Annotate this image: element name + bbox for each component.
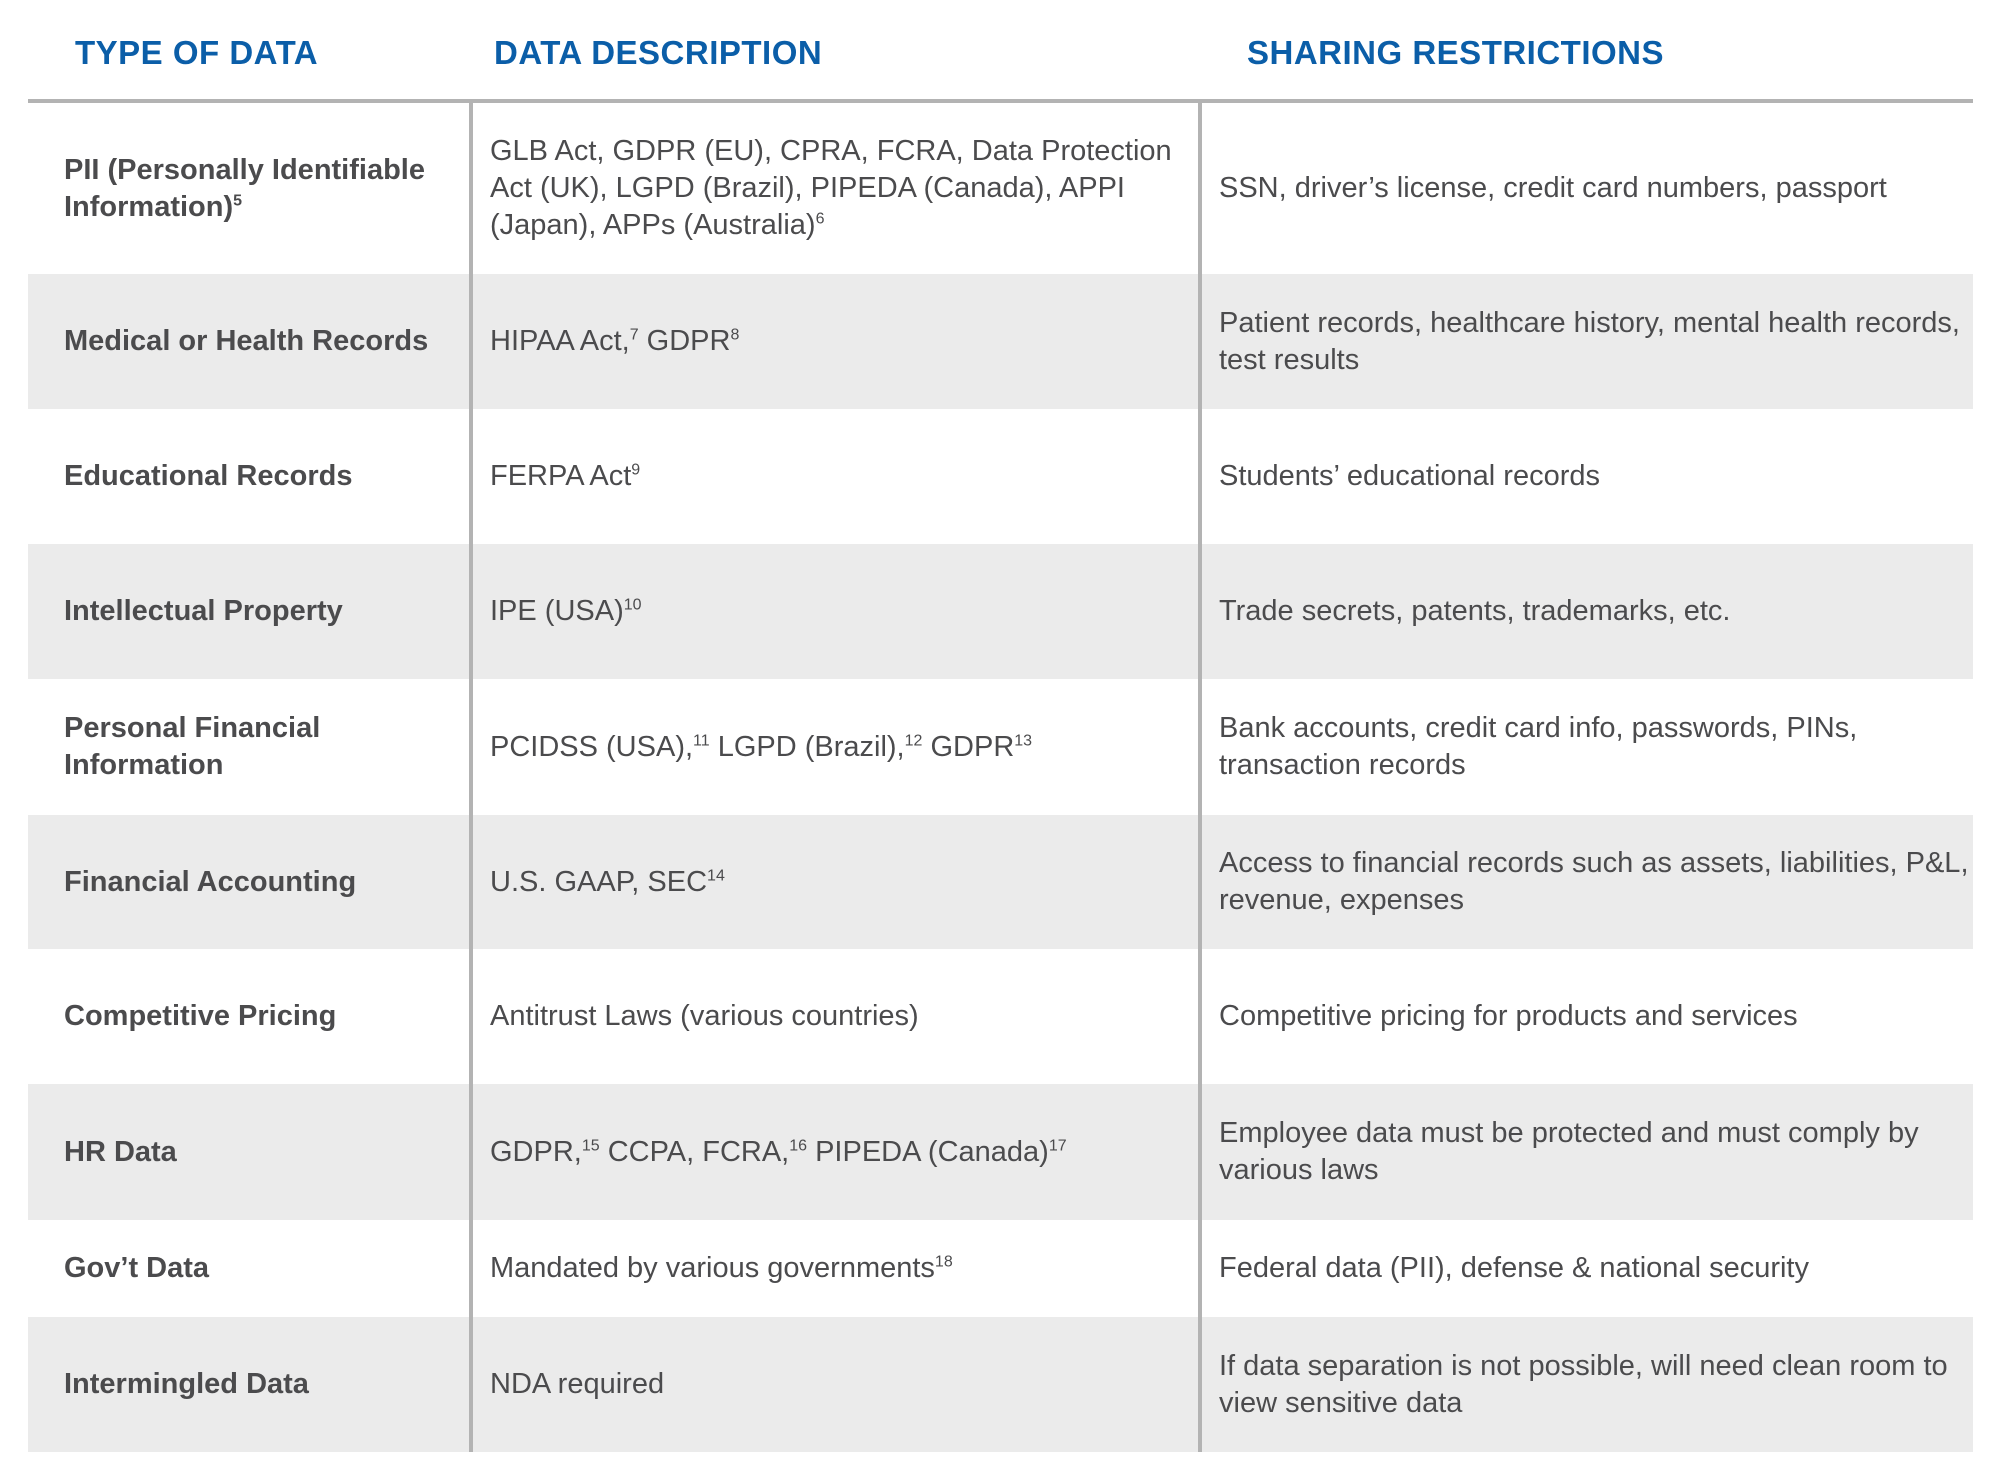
column-divider (1198, 103, 1202, 1452)
footnote-ref: 7 (629, 326, 639, 344)
cell-text: Bank accounts, credit card info, passwor… (1219, 712, 1858, 781)
restrictions-cell: If data separation is not possible, will… (1219, 1317, 1969, 1452)
cell-text: Competitive pricing for products and ser… (1219, 1000, 1798, 1032)
description-cell: GLB Act, GDPR (EU), CPRA, FCRA, Data Pro… (490, 103, 1210, 274)
header-sharing-restrictions: SHARING RESTRICTIONS (1247, 34, 1665, 71)
restrictions-cell: Patient records, healthcare history, men… (1219, 274, 1969, 409)
cell-text: LGPD (Brazil), (709, 730, 905, 763)
cell-text: GDPR (638, 325, 731, 357)
type-of-data-cell: Medical or Health Records (64, 274, 464, 409)
cell-text: PIPEDA (Canada) (807, 1135, 1049, 1168)
cell-text: FERPA Act (490, 460, 632, 492)
cell-text: Personal Financial Information (64, 712, 321, 781)
description-cell: IPE (USA)10 (490, 544, 1210, 679)
cell-text: Competitive Pricing (64, 1000, 337, 1032)
cell-text: Gov’t Data (64, 1252, 210, 1284)
cell-text: CCPA, FCRA, (599, 1135, 790, 1168)
description-cell: NDA required (490, 1317, 1210, 1452)
table-row: Competitive Pricing Antitrust Laws (vario… (28, 949, 1973, 1084)
type-of-data-cell: Competitive Pricing (64, 949, 464, 1084)
cell-text: Patient records, healthcare history, men… (1219, 306, 1960, 376)
table-row: Educational Records FERPA Act9 Students’ e… (28, 409, 1973, 544)
cell-text: Intellectual Property (64, 595, 343, 627)
restrictions-cell: Trade secrets, patents, trademarks, etc. (1219, 544, 1969, 679)
description-cell: HIPAA Act,7 GDPR8 (490, 274, 1210, 409)
table-row: Medical or Health Records HIPAA Act,7 GDP… (28, 274, 1973, 409)
footnote-ref: 9 (631, 461, 641, 479)
cell-text: GDPR, (490, 1135, 582, 1168)
table-row: Gov’t Data Mandated by various government… (28, 1220, 1973, 1317)
footnote-ref: 5 (233, 191, 243, 209)
type-of-data-cell: Gov’t Data (64, 1220, 464, 1317)
header-rule (28, 99, 1973, 103)
cell-text: PII (Personally Identifiable Information… (64, 153, 425, 223)
table-row: PII (Personally Identifiable Information… (28, 103, 1973, 274)
cell-text: Medical or Health Records (64, 325, 429, 357)
cell-text: Access to financial records such as asse… (1219, 847, 1969, 916)
table-row: Personal Financial Information PCIDSS (US… (28, 679, 1973, 815)
cell-text: Students’ educational records (1219, 460, 1600, 492)
table-row: Intermingled Data NDA required If data sep… (28, 1317, 1973, 1452)
type-of-data-cell: HR Data (64, 1084, 464, 1220)
cell-text: HR Data (64, 1135, 177, 1168)
cell-text: PCIDSS (USA), (490, 730, 694, 763)
cell-text: Trade secrets, patents, trademarks, etc. (1219, 595, 1731, 627)
footnote-ref: 14 (707, 866, 725, 884)
cell-text: Federal data (PII), defense & national s… (1219, 1252, 1809, 1284)
description-cell: GDPR,15 CCPA, FCRA,16 PIPEDA (Canada)17 (490, 1084, 1210, 1220)
table-row: Intellectual Property IPE (USA)10 Trade se… (28, 544, 1973, 679)
type-of-data-cell: PII (Personally Identifiable Information… (64, 103, 464, 274)
cell-text: Mandated by various governments (490, 1252, 935, 1284)
description-cell: PCIDSS (USA),11 LGPD (Brazil),12 GDPR13 (490, 679, 1210, 815)
type-of-data-cell: Educational Records (64, 409, 464, 544)
footnote-ref: 18 (934, 1253, 953, 1271)
column-divider (469, 103, 473, 1452)
cell-text: Employee data must be protected and must… (1219, 1117, 1919, 1186)
description-cell: Antitrust Laws (various countries) (490, 949, 1210, 1084)
cell-text: U.S. GAAP, SEC (490, 865, 708, 898)
table-row: Financial Accounting U.S. GAAP, SEC14 Acce… (28, 815, 1973, 949)
cell-text: If data separation is not possible, will… (1219, 1349, 1948, 1419)
footnote-ref: 8 (730, 326, 740, 344)
footnote-ref: 12 (904, 731, 923, 749)
restrictions-cell: Bank accounts, credit card info, passwor… (1219, 679, 1969, 815)
description-cell: Mandated by various governments18 (490, 1220, 1210, 1317)
cell-text: NDA required (490, 1368, 665, 1400)
type-of-data-cell: Intermingled Data (64, 1317, 464, 1452)
restrictions-cell: Competitive pricing for products and ser… (1219, 949, 1969, 1084)
footnote-ref: 15 (581, 1136, 600, 1154)
cell-text: SSN, driver’s license, credit card numbe… (1219, 172, 1887, 204)
footnote-ref: 16 (789, 1136, 808, 1154)
type-of-data-cell: Personal Financial Information (64, 679, 464, 815)
type-of-data-cell: Intellectual Property (64, 544, 464, 679)
description-cell: FERPA Act9 (490, 409, 1210, 544)
cell-text: Antitrust Laws (various countries) (490, 1000, 919, 1032)
restrictions-cell: Employee data must be protected and must… (1219, 1084, 1969, 1220)
footnote-ref: 10 (623, 596, 642, 614)
restrictions-cell: Access to financial records such as asse… (1219, 815, 1969, 949)
cell-text: GDPR (922, 730, 1015, 763)
header-type-of-data: TYPE OF DATA (75, 34, 319, 71)
restrictions-cell: SSN, driver’s license, credit card numbe… (1219, 103, 1969, 274)
cell-text: Financial Accounting (64, 865, 357, 898)
restrictions-cell: Students’ educational records (1219, 409, 1969, 544)
description-cell: U.S. GAAP, SEC14 (490, 815, 1210, 949)
footnote-ref: 17 (1048, 1136, 1067, 1154)
cell-text: GLB Act, GDPR (EU), CPRA, FCRA, Data Pro… (490, 135, 1172, 241)
footnote-ref: 6 (815, 210, 825, 228)
footnote-ref: 13 (1014, 731, 1033, 749)
cell-text: Intermingled Data (64, 1368, 309, 1400)
type-of-data-cell: Financial Accounting (64, 815, 464, 949)
restrictions-cell: Federal data (PII), defense & national s… (1219, 1220, 1969, 1317)
cell-text: IPE (USA) (490, 595, 624, 627)
header-data-description: DATA DESCRIPTION (494, 34, 823, 71)
cell-text: Educational Records (64, 460, 353, 492)
cell-text: HIPAA Act, (490, 325, 630, 357)
footnote-ref: 11 (693, 731, 710, 749)
table-row: HR Data GDPR,15 CCPA, FCRA,16 PIPEDA (Can… (28, 1084, 1973, 1220)
